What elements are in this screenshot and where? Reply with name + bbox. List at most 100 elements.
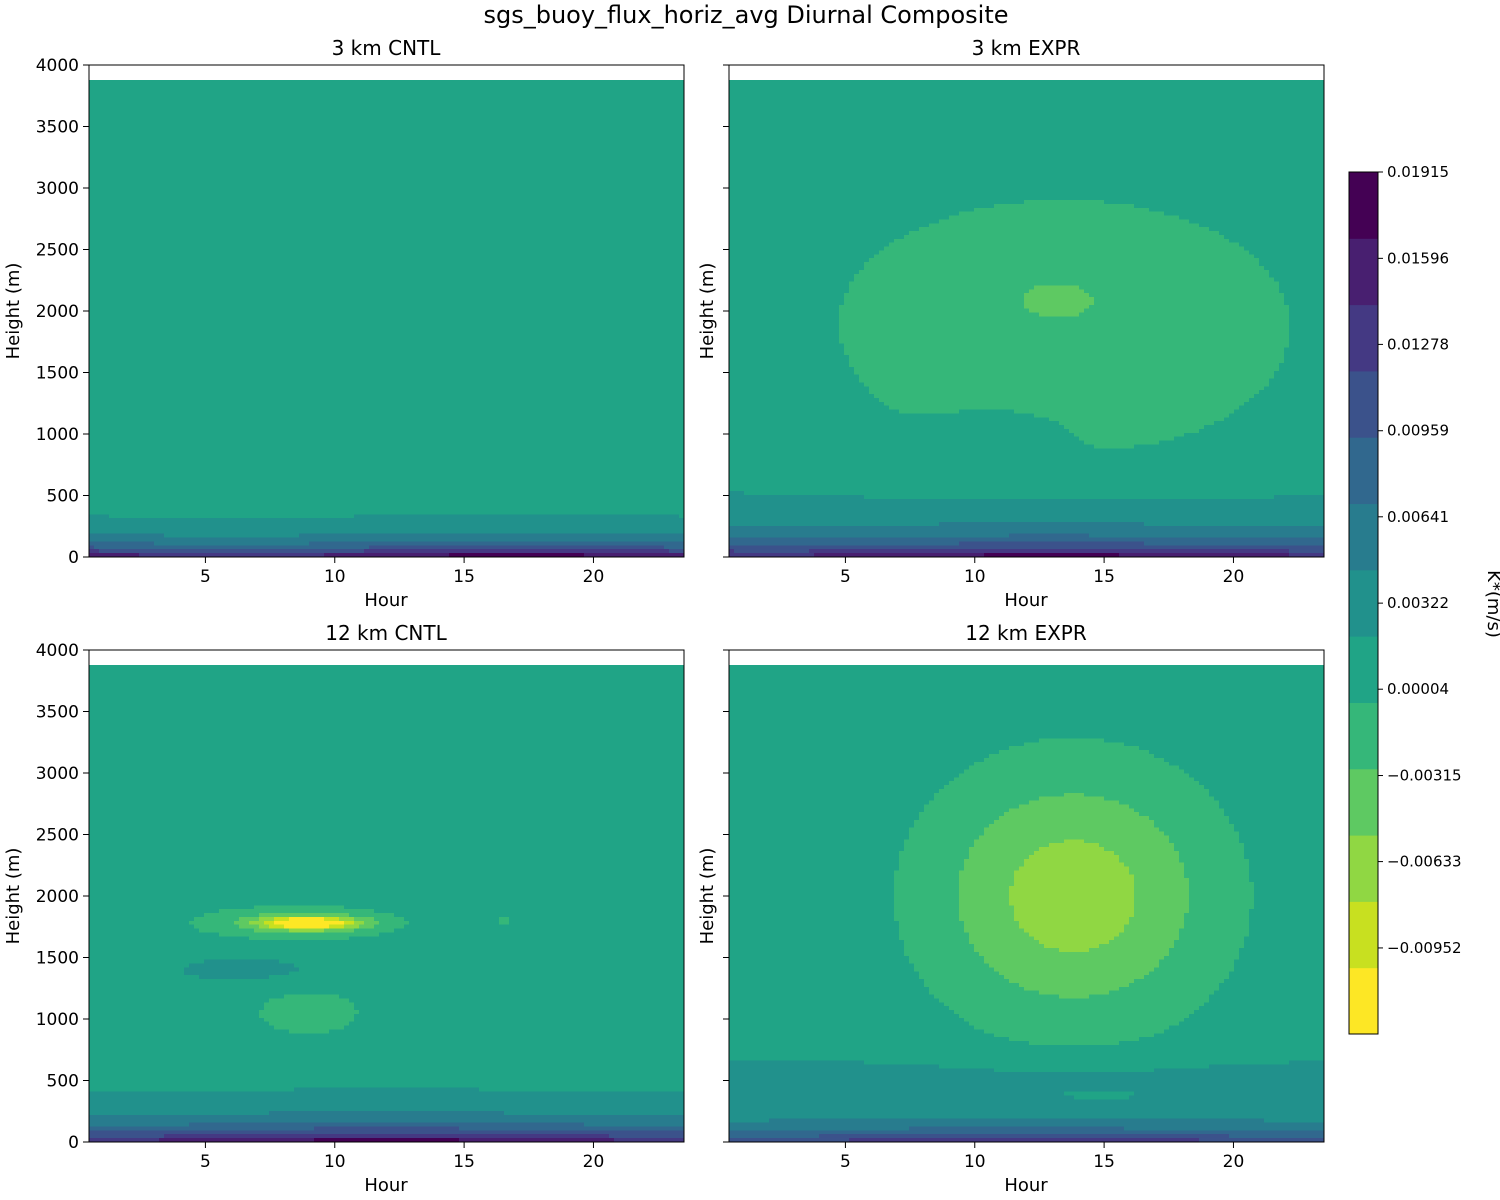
contour-cell [1124, 862, 1185, 868]
contour-cell [999, 816, 1150, 821]
contour-cell [339, 994, 685, 1000]
contour-cell [189, 1122, 585, 1128]
contour-cell [1084, 792, 1210, 798]
contour-cell [729, 506, 1325, 512]
contour-cell [1184, 874, 1250, 879]
contour-cell [729, 750, 1000, 755]
contour-cell [1244, 936, 1325, 941]
contour-cell [729, 184, 1325, 189]
contour-cell [89, 533, 165, 539]
contour-cell [89, 967, 185, 972]
contour-cell [729, 932, 900, 937]
y-tick-label: 3000 [36, 764, 79, 784]
contour-cell [1189, 893, 1255, 899]
contour-cell [1154, 967, 1235, 972]
contour-cell [89, 196, 685, 201]
contour-cell [729, 664, 1325, 670]
contour-cell [89, 882, 685, 887]
y-tick-label: 1000 [36, 1010, 79, 1030]
contour-cell [959, 913, 1015, 918]
contour-cell [729, 963, 915, 968]
contour-cell [89, 897, 685, 903]
contour-cell [849, 281, 1280, 286]
contour-cell [89, 382, 685, 387]
contour-field [729, 79, 1325, 558]
contour-cell [89, 432, 685, 438]
contour-cell [1024, 293, 1090, 298]
contour-cell [164, 1134, 610, 1139]
contour-cell [729, 463, 1325, 469]
contour-cell [1249, 920, 1325, 926]
contour-cell [959, 541, 1145, 546]
contour-cell [1234, 409, 1325, 415]
contour-cell [1169, 1025, 1325, 1031]
contour-cell [89, 847, 685, 852]
contour-cell [729, 525, 1325, 531]
contour-cell [729, 688, 1325, 693]
contour-cell [89, 347, 685, 352]
contour-cell [729, 359, 850, 364]
contour-cell [729, 269, 860, 275]
contour-cell [1219, 800, 1325, 806]
contour-cell [1249, 862, 1325, 868]
contour-cell [89, 130, 685, 135]
contour-cell [729, 781, 950, 786]
contour-cell [1239, 831, 1325, 837]
contour-cell [1239, 948, 1325, 953]
contour-cell [344, 924, 360, 930]
contour-cell [894, 874, 960, 879]
contour-cell [729, 553, 815, 558]
contour-cell [1234, 959, 1325, 965]
contour-cell [89, 180, 685, 186]
contour-cell [1249, 397, 1325, 403]
contour-cell [1169, 835, 1240, 840]
contour-cell [89, 726, 685, 732]
contour-cell [729, 405, 890, 411]
contour-cell [89, 1087, 295, 1093]
contour-cell [89, 114, 685, 120]
contour-cell [734, 549, 810, 554]
contour-cell [94, 545, 370, 550]
contour-cell [1149, 207, 1325, 213]
contour-cell [89, 231, 685, 236]
contour-cell [729, 913, 895, 918]
contour-cell [1189, 889, 1255, 895]
contour-cell [1094, 300, 1285, 306]
contour-cell [964, 924, 1020, 930]
contour-cell [1254, 882, 1325, 887]
y-tick-label: 4000 [36, 56, 79, 76]
contour-cell [89, 522, 685, 527]
contour-cell [919, 971, 1000, 976]
contour-cell [1129, 920, 1185, 926]
contour-cell [89, 823, 685, 829]
contour-cell [1249, 928, 1325, 934]
contour-cell [729, 432, 1075, 438]
contour-cell [264, 1002, 355, 1007]
contour-cell [1104, 200, 1325, 205]
contour-cell [89, 1064, 685, 1069]
contour-cell [904, 843, 975, 848]
contour-cell [729, 285, 850, 290]
contour-cell [729, 281, 850, 286]
x-tick-label: 10 [964, 1152, 986, 1172]
contour-cell [1174, 944, 1245, 949]
contour-cell [259, 1013, 355, 1019]
contour-cell [1089, 994, 1210, 1000]
contour-cell [89, 769, 685, 774]
contour-cell [89, 289, 685, 294]
contour-cell [239, 916, 260, 922]
contour-cell [89, 843, 685, 848]
contour-cell [1284, 351, 1325, 356]
x-tick-label: 10 [324, 1152, 346, 1172]
contour-cell [729, 203, 995, 209]
panel-title: 3 km EXPR [972, 36, 1081, 60]
contour-cell [1189, 901, 1255, 906]
contour-cell [159, 1138, 315, 1143]
contour-cell [729, 909, 895, 914]
contour-cell [359, 924, 375, 930]
contour-cell [1014, 882, 1135, 887]
panel-3km-cntl: 3 km CNTL 5 10 15 20 0 500 1000 1500 2000 2500 300… [3, 36, 685, 611]
contour-cell [89, 553, 140, 558]
contour-cell [259, 1010, 360, 1015]
